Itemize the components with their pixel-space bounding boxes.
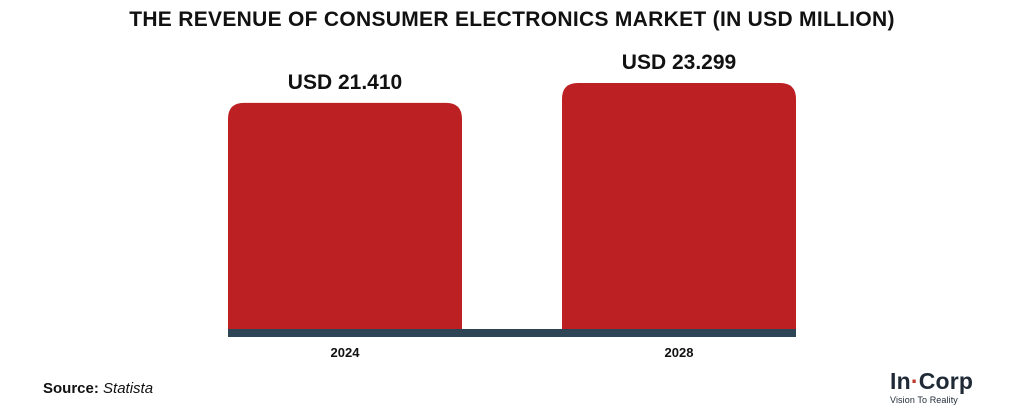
source-note: Source: Statista: [43, 380, 153, 397]
chart-title: THE REVENUE OF CONSUMER ELECTRONICS MARK…: [129, 8, 895, 31]
x-tick-label-2024: 2024: [331, 345, 361, 360]
data-label-2028: USD 23.299: [622, 51, 736, 74]
bar-2024: [228, 102, 462, 329]
logo-dot: ·: [910, 368, 919, 394]
source-value: Statista: [103, 380, 154, 397]
logo-text-a: In: [890, 368, 911, 394]
bars-group: [228, 82, 796, 330]
incorp-logo: In·Corp Vision To Reality: [890, 368, 990, 405]
data-label-2024: USD 21.410: [288, 71, 402, 94]
source-label: Source:: [43, 380, 99, 397]
x-tick-label-2028: 2028: [665, 345, 694, 360]
logo-tagline: Vision To Reality: [890, 395, 958, 405]
bar-2028: [562, 82, 796, 330]
chart-baseline: [228, 329, 796, 337]
labels-group: USD 21.410 2024 USD 23.299 2028: [288, 51, 736, 360]
logo-wordmark: In·Corp: [890, 368, 990, 394]
logo-text-b: Corp: [918, 368, 974, 394]
